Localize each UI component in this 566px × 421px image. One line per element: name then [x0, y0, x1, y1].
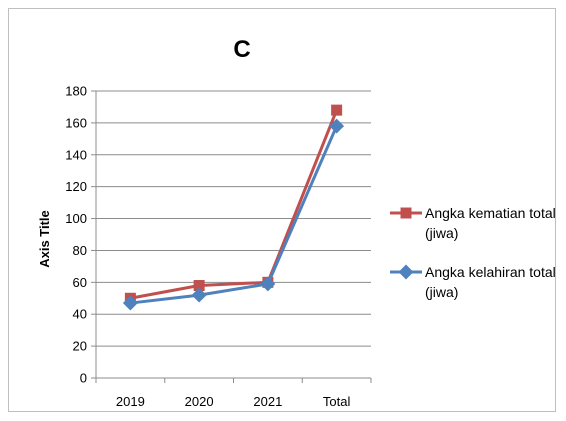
legend-item: Angka kematian total (jiwa): [390, 205, 556, 241]
y-tick-label: 140: [65, 147, 87, 162]
y-tick-label: 60: [73, 275, 87, 290]
series-1: [122, 118, 345, 311]
y-axis-label: Axis Title: [37, 210, 52, 268]
legend-marker: [398, 264, 414, 280]
series-line: [130, 125, 339, 305]
legend-label: Angka kematian total: [425, 205, 556, 221]
data-point: [191, 287, 207, 303]
legend: Angka kematian total(jiwa)Angka kelahira…: [390, 205, 556, 300]
legend-label: Angka kelahiran total: [425, 264, 556, 280]
legend-label: (jiwa): [425, 225, 458, 241]
series-group: [122, 104, 345, 311]
y-tick-label: 80: [73, 243, 87, 258]
x-tick-labels: 2019 2020 2021 Total: [116, 394, 351, 409]
y-tick-label: 0: [80, 371, 87, 386]
y-tick-label: 20: [73, 339, 87, 354]
series-line: [130, 109, 339, 300]
data-point: [122, 295, 138, 311]
line-chart: C 0 20 40 60 80 100 120 140 160 180 2019 2020 2021 T…: [37, 36, 556, 409]
y-tick-label: 40: [73, 307, 87, 322]
axes: [95, 91, 372, 383]
data-point: [331, 104, 343, 116]
x-tick-label: 2020: [185, 394, 214, 409]
x-tick-label: Total: [323, 394, 351, 409]
y-tick-label: 180: [65, 84, 87, 99]
series-0: [124, 104, 343, 304]
gridlines: [91, 90, 371, 379]
data-point: [260, 276, 276, 292]
data-point: [329, 118, 345, 134]
y-tick-label: 120: [65, 179, 87, 194]
y-tick-label: 160: [65, 115, 87, 130]
chart-frame: C 0 20 40 60 80 100 120 140 160 180 2019 2020 2021 T…: [8, 8, 556, 412]
data-point: [193, 280, 205, 292]
legend-item: Angka kelahiran total (jiwa): [390, 264, 556, 300]
y-tick-labels: 0 20 40 60 80 100 120 140 160 180: [65, 84, 87, 386]
chart-title: C: [233, 36, 250, 63]
x-tick-label: 2019: [116, 394, 145, 409]
legend-label: (jiwa): [425, 284, 458, 300]
y-tick-label: 100: [65, 211, 87, 226]
x-tick-label: 2021: [253, 394, 282, 409]
legend-marker: [400, 207, 412, 219]
